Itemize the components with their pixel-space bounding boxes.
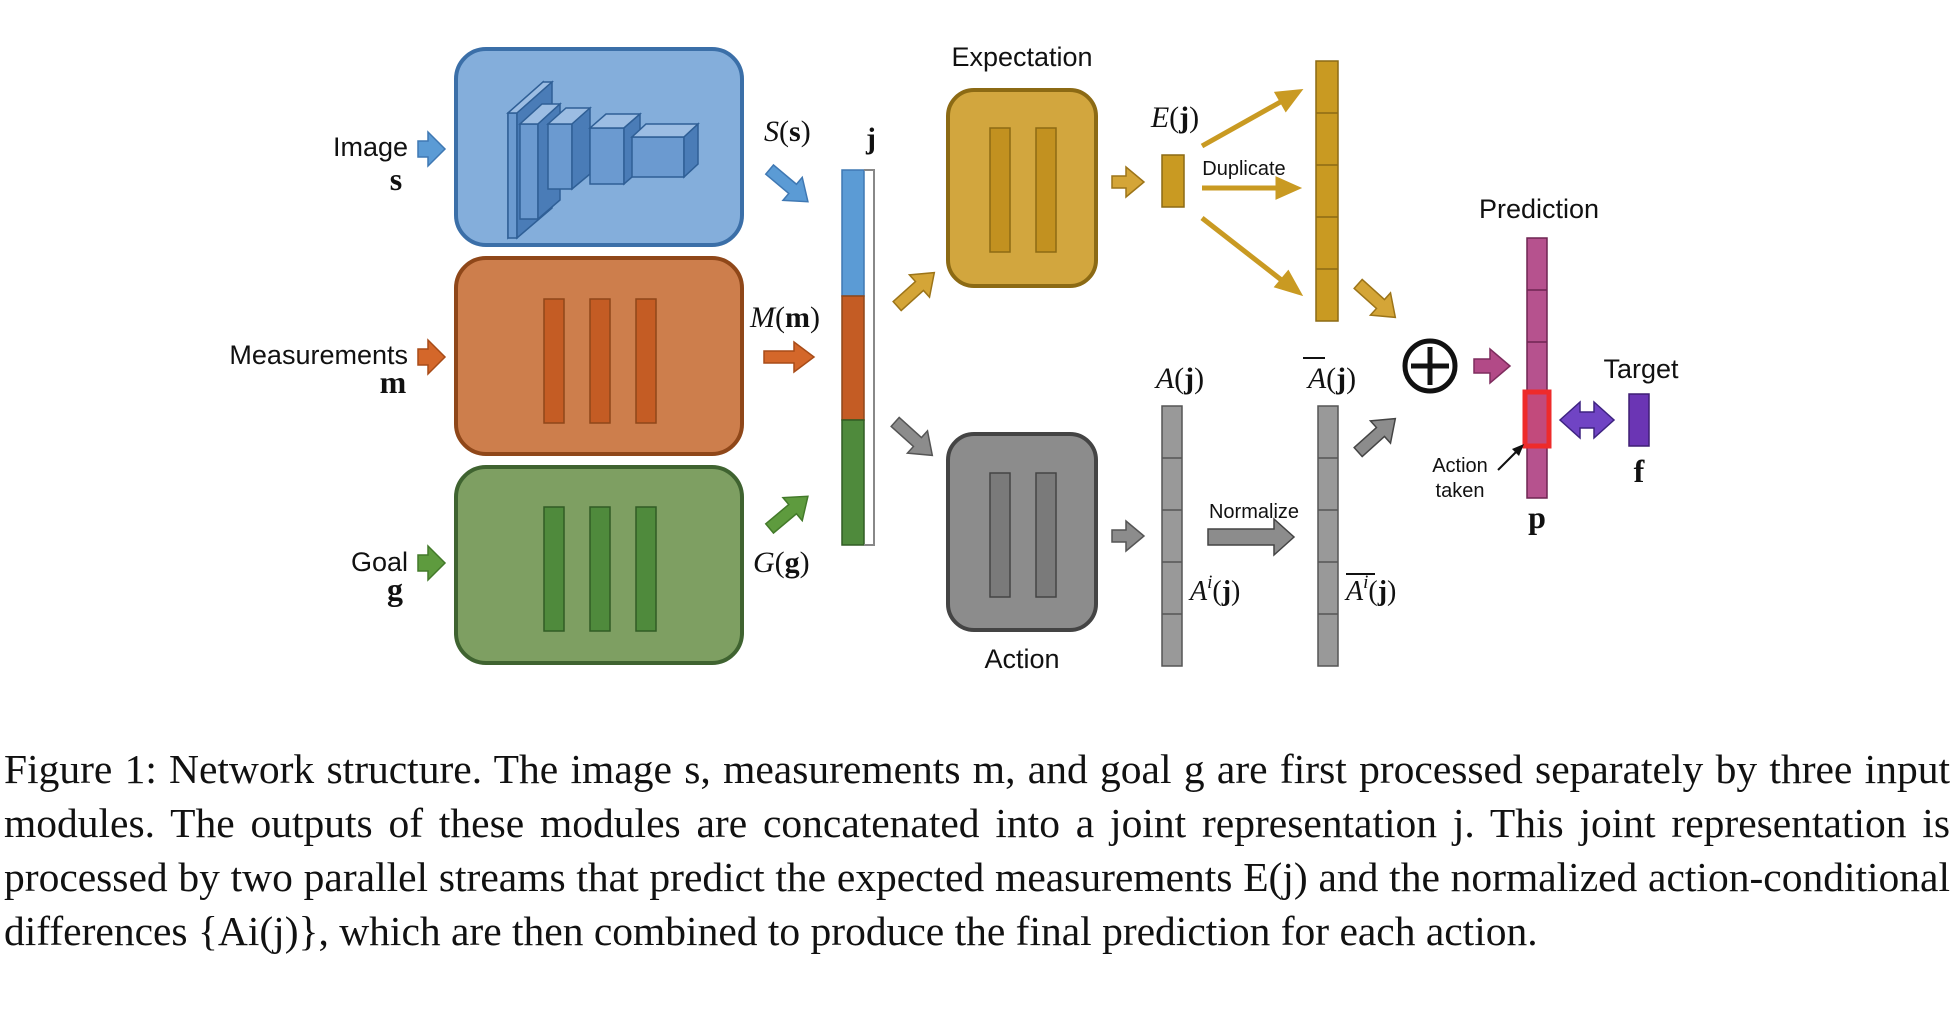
- measurements-module: [454, 256, 744, 456]
- measurements-output-label: M(m): [749, 301, 820, 334]
- action-element-label: Ai(j): [1188, 572, 1240, 607]
- expectation-module: [946, 88, 1098, 288]
- action-taken-label-line1: Action: [1432, 455, 1488, 477]
- network-diagram: Image s Measurements m Goal g: [229, 42, 1679, 674]
- fc-layer: [589, 298, 611, 424]
- image-module: [454, 47, 744, 247]
- action-title: Action: [984, 644, 1059, 674]
- joint-to-action-arrow: [890, 416, 934, 457]
- target-title: Target: [1603, 354, 1679, 384]
- fc-layer: [635, 298, 657, 424]
- action-taken-pointer: [1497, 444, 1524, 471]
- action-module: [946, 432, 1098, 632]
- fc-layer: [1035, 127, 1057, 253]
- normalized-action-vector: [1317, 405, 1339, 667]
- action-out-arrow: [1111, 519, 1146, 553]
- expectation-vector: [1161, 154, 1185, 208]
- target-symbol: f: [1634, 453, 1645, 489]
- normalized-action-element-label: Ai(j): [1344, 572, 1396, 607]
- prediction-symbol: p: [1528, 499, 1546, 535]
- figure-label: Figure 1:: [4, 746, 157, 792]
- fc-layer: [989, 127, 1011, 253]
- figure-caption: Figure 1: Network structure. The image s,…: [4, 742, 1950, 958]
- expectation-title: Expectation: [951, 42, 1092, 72]
- svg-text:s: s: [390, 161, 402, 197]
- expectation-out-arrow: [1111, 165, 1146, 199]
- goal-to-joint-arrow: [764, 495, 809, 535]
- svg-text:Measurements: Measurements: [229, 340, 408, 370]
- normalize-label: Normalize: [1209, 501, 1299, 523]
- duplicate-label: Duplicate: [1202, 158, 1285, 180]
- image-to-joint-arrow: [764, 163, 809, 203]
- fc-layer: [543, 506, 565, 632]
- input-label-measurements: Measurements m: [229, 340, 408, 400]
- goal-output-label: G(g): [753, 546, 810, 579]
- fc-layer: [589, 506, 611, 632]
- cnn-layers-icon: [506, 80, 700, 240]
- input-label-goal: Goal g: [351, 547, 408, 607]
- prediction-vector: [1522, 237, 1552, 499]
- sum-operator-icon: [1402, 338, 1458, 394]
- expectation-to-sum-arrow: [1353, 278, 1397, 319]
- target-vector: [1628, 393, 1650, 447]
- svg-text:Goal: Goal: [351, 547, 408, 577]
- image-output-label: S(s): [764, 115, 811, 148]
- sum-to-prediction-arrow: [1473, 347, 1512, 385]
- action-to-sum-arrow: [1353, 417, 1397, 458]
- input-label-image: Image s: [333, 132, 408, 197]
- action-taken-cell: [1522, 389, 1552, 449]
- joint-label: j: [865, 122, 876, 155]
- joint-representation-vector: [841, 169, 875, 546]
- expectation-output-label: E(j): [1150, 101, 1199, 134]
- duplicated-expectation-vector: [1315, 60, 1339, 322]
- fc-layer: [989, 472, 1011, 598]
- loss-double-arrow: [1558, 400, 1616, 440]
- fc-layer: [1035, 472, 1057, 598]
- action-vector: [1161, 405, 1183, 667]
- svg-text:Image: Image: [333, 132, 408, 162]
- goal-module: [454, 465, 744, 665]
- duplicate-arrows: [1200, 88, 1304, 297]
- normalized-action-output-label: A(j): [1306, 362, 1356, 395]
- measurements-input-arrow: [417, 338, 447, 376]
- svg-text:m: m: [380, 364, 407, 400]
- measurements-to-joint-arrow: [763, 340, 816, 374]
- fc-layer: [635, 506, 657, 632]
- normalize-arrow: [1207, 517, 1296, 557]
- goal-input-arrow: [417, 544, 447, 582]
- joint-to-expectation-arrow: [892, 271, 936, 312]
- svg-text:g: g: [387, 571, 403, 607]
- prediction-title: Prediction: [1479, 194, 1599, 224]
- caption-text: Network structure. The image s, measurem…: [4, 746, 1950, 954]
- action-taken-label-line2: taken: [1436, 480, 1485, 502]
- fc-layer: [543, 298, 565, 424]
- image-input-arrow: [417, 130, 447, 168]
- action-output-label: A(j): [1154, 362, 1204, 395]
